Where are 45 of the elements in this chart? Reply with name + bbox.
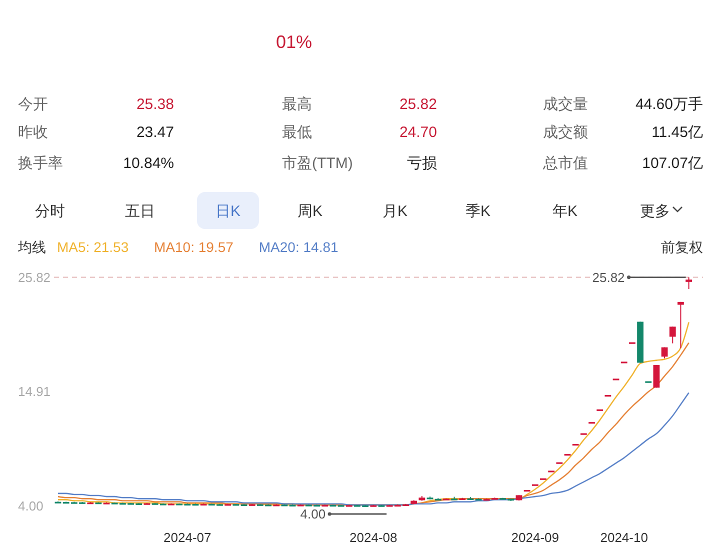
- text: 换手率: [18, 155, 63, 172]
- text: 最高: [282, 96, 312, 113]
- text: 前复权: [661, 239, 703, 255]
- text: 季K: [465, 203, 491, 220]
- text: MA5: 21.53: [57, 239, 129, 255]
- text: MA10: 19.57: [154, 239, 234, 255]
- text: 日K: [215, 203, 241, 220]
- text: 成交量: [543, 96, 588, 113]
- text: 11.45亿: [652, 124, 703, 141]
- y-tick-label: 14.91: [18, 384, 51, 400]
- text: 01%: [276, 32, 312, 52]
- text: 分时: [35, 203, 65, 220]
- text: 4.00: [300, 506, 326, 522]
- text: 44.60万手: [635, 96, 703, 113]
- text: 107.07亿: [642, 155, 703, 172]
- text: 亏损: [407, 155, 437, 172]
- candlestick: [653, 364, 660, 388]
- legend-title: 均线: [17, 239, 46, 255]
- text: 最低: [282, 124, 312, 141]
- candlestick: [669, 326, 676, 344]
- x-tick-label: 2024-08: [350, 530, 398, 545]
- text: 25.82: [399, 96, 437, 113]
- y-tick-label: 4.00: [18, 498, 44, 514]
- x-tick-label: 2024-09: [511, 530, 560, 545]
- text: MA20: 14.81: [258, 239, 338, 255]
- text: 今开: [18, 96, 48, 113]
- text: 成交额: [543, 124, 588, 141]
- text: 23.47: [136, 124, 174, 141]
- text: 月K: [382, 203, 408, 220]
- text: 更多: [640, 203, 670, 220]
- annotation: 25.82: [592, 270, 625, 285]
- text: 昨收: [18, 124, 48, 141]
- text: 周K: [297, 203, 323, 220]
- text: 24.70: [399, 124, 437, 141]
- text: 五日: [125, 203, 155, 220]
- text: 市盈(TTM): [282, 155, 353, 172]
- text: 年K: [552, 203, 578, 220]
- x-tick-label: 2024-07: [164, 530, 212, 545]
- text: 总市值: [542, 155, 588, 172]
- text: 10.84%: [123, 155, 174, 172]
- text: 25.38: [136, 96, 174, 113]
- candlestick: [678, 301, 684, 349]
- line-series: [57, 392, 690, 506]
- candlestick: [686, 276, 692, 290]
- x-tick-label: 2024-10: [600, 530, 648, 545]
